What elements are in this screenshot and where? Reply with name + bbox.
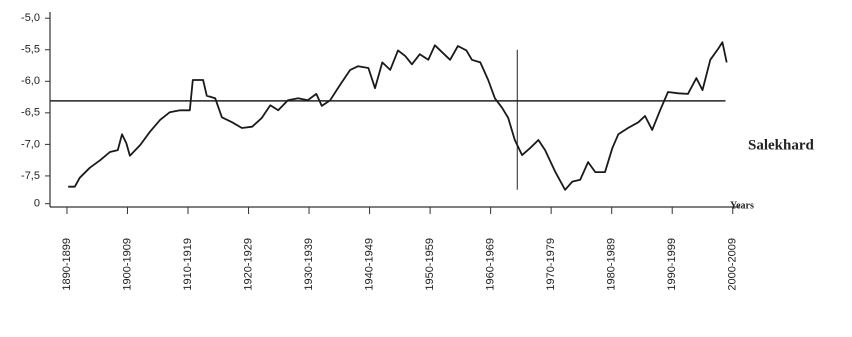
x-tick-label: 1890-1899	[61, 238, 73, 291]
y-tick-label: 0	[34, 198, 40, 210]
data-line	[68, 41, 728, 191]
x-tick-label: 1920-1929	[242, 238, 254, 291]
y-tick-label: -5,5	[21, 44, 40, 56]
x-tick-label: 1900-1909	[121, 238, 133, 291]
x-tick-label: 1960-1969	[485, 238, 497, 291]
x-tick-label: 1970-1979	[545, 238, 557, 291]
y-tick-label: -6,0	[21, 75, 40, 87]
y-tick-label: -7,0	[21, 138, 40, 150]
x-tick-label: 1980-1989	[606, 238, 618, 291]
x-tick-label: 1940-1949	[363, 238, 375, 291]
x-tick-label: 1910-1919	[182, 238, 194, 291]
x-tick-label: 1990-1999	[666, 238, 678, 291]
y-tick-label: -7,5	[21, 170, 40, 182]
x-axis-label: Years	[730, 200, 754, 211]
x-tick-label: 2000-2009	[727, 238, 739, 291]
x-tick-label: 1950-1959	[424, 238, 436, 291]
annotation: Salekhard	[748, 137, 815, 153]
y-tick-label: -6,5	[21, 107, 40, 119]
x-tick-label: 1930-1939	[303, 238, 315, 291]
y-tick-label: -5,0	[21, 12, 40, 24]
